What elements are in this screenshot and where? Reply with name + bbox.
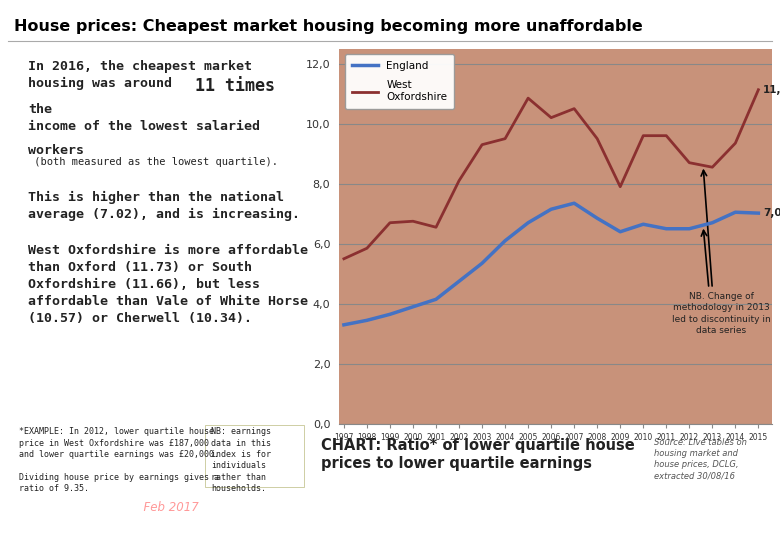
Text: Feb 2017: Feb 2017: [16, 501, 198, 514]
FancyBboxPatch shape: [205, 425, 304, 488]
Text: In 2016, the cheapest market
housing was around: In 2016, the cheapest market housing was…: [28, 60, 252, 90]
Text: West Oxfordshire is more affordable
than Oxford (11.73) or South
Oxfordshire (11: West Oxfordshire is more affordable than…: [28, 244, 308, 325]
Text: NB: earnings
data in this
index is for
individuals
rather than
households.: NB: earnings data in this index is for i…: [211, 427, 271, 494]
Legend: England, West
Oxfordshire: England, West Oxfordshire: [345, 54, 455, 110]
Text: *EXAMPLE: In 2012, lower quartile house
price in West Oxfordshire was £187,000
a: *EXAMPLE: In 2012, lower quartile house …: [20, 427, 219, 494]
Text: West Oxfordshire DataPack: West Oxfordshire DataPack: [16, 501, 198, 514]
Text: CHART: Ratio* of lower quartile house
prices to lower quartile earnings: CHART: Ratio* of lower quartile house pr…: [321, 438, 635, 471]
Text: Source: Live tables on
housing market and
house prices, DCLG,
extracted 30/08/16: Source: Live tables on housing market an…: [654, 438, 746, 480]
Text: 11 times: 11 times: [195, 77, 275, 94]
Text: (both measured as the lowest quartile).: (both measured as the lowest quartile).: [28, 158, 278, 167]
Text: House prices: Cheapest market housing becoming more unaffordable: House prices: Cheapest market housing be…: [14, 19, 643, 34]
Text: 58: 58: [740, 509, 757, 522]
Text: This is higher than the national
average (7.02), and is increasing.: This is higher than the national average…: [28, 191, 300, 221]
Text: 7,02: 7,02: [763, 208, 780, 218]
Text: NB. Change of
methodology in 2013
led to discontinuity in
data series: NB. Change of methodology in 2013 led to…: [672, 292, 771, 335]
Text: workers: workers: [28, 144, 84, 157]
Text: 11,13: 11,13: [763, 85, 780, 94]
Text: the
income of the lowest salaried: the income of the lowest salaried: [28, 103, 261, 133]
